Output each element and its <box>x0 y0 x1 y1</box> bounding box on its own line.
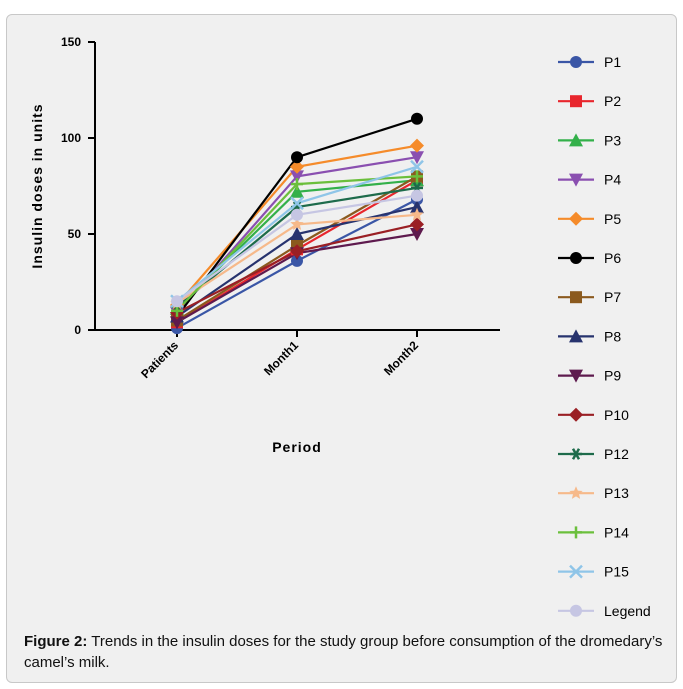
legend: P1 P2 P3 P4 P5 P6 P7 P8 P9 P10 P12 P13 P14 P15 Legend <box>558 54 651 619</box>
data-point-p14 <box>291 178 303 191</box>
data-point-p1 <box>291 254 303 267</box>
legend-label: P14 <box>604 524 629 540</box>
legend-item-p3: P3 <box>558 132 621 148</box>
legend-marker <box>570 95 582 108</box>
data-point-p6 <box>411 112 423 125</box>
data-point-legend <box>291 208 303 221</box>
legend-label: P1 <box>604 54 621 70</box>
legend-item-p2: P2 <box>558 93 621 109</box>
data-point-legend <box>411 189 423 202</box>
legend-marker <box>570 604 582 617</box>
legend-marker <box>569 369 583 383</box>
legend-label: P15 <box>604 564 629 580</box>
legend-item-p1: P1 <box>558 54 621 70</box>
x-axis-title: Period <box>272 439 322 455</box>
legend-marker <box>569 329 583 343</box>
legend-label: P2 <box>604 93 621 109</box>
data-point-p8 <box>290 227 304 240</box>
legend-label: Legend <box>604 603 651 619</box>
legend-label: P9 <box>604 368 621 384</box>
data-point-legend <box>171 295 183 308</box>
legend-item-p15: P15 <box>558 564 629 580</box>
legend-marker <box>569 486 583 499</box>
legend-item-p13: P13 <box>558 485 629 501</box>
legend-marker <box>569 173 583 187</box>
data-point-p5 <box>290 159 304 174</box>
legend-marker <box>570 56 582 68</box>
legend-item-p4: P4 <box>558 172 621 188</box>
legend-label: P12 <box>604 446 629 462</box>
legend-item-legend: Legend <box>558 603 651 619</box>
caption-label: Figure 2: <box>24 633 88 650</box>
legend-marker <box>569 133 583 147</box>
data-point-p13 <box>290 217 304 231</box>
y-tick-label: 150 <box>61 35 81 49</box>
legend-label: P3 <box>604 132 621 148</box>
x-tick-label: Month2 <box>381 338 421 378</box>
legend-label: P10 <box>604 407 629 423</box>
series-markers <box>170 112 424 335</box>
data-point-p8 <box>410 200 424 214</box>
data-point-p3 <box>290 184 304 198</box>
data-point-p10 <box>410 217 424 232</box>
data-point-p9 <box>170 316 184 330</box>
legend-item-p7: P7 <box>558 289 621 305</box>
data-point-p5 <box>410 138 424 153</box>
y-tick-label: 100 <box>61 131 81 145</box>
data-point-p13 <box>410 207 424 221</box>
x-tick-label: Patients <box>138 338 181 381</box>
figure-caption: Figure 2: Trends in the insulin doses fo… <box>24 631 664 673</box>
legend-marker <box>570 252 582 264</box>
data-point-p15 <box>290 196 304 211</box>
x-tick-label: Month1 <box>261 338 301 378</box>
data-point-p6 <box>291 151 303 164</box>
legend-item-p6: P6 <box>558 250 621 266</box>
legend-marker <box>570 448 582 460</box>
data-point-p9 <box>410 228 424 241</box>
legend-marker <box>569 564 583 579</box>
legend-label: P8 <box>604 328 621 344</box>
legend-item-p10: P10 <box>558 407 629 423</box>
legend-label: P7 <box>604 289 621 305</box>
y-axis-title: Insulin doses in units <box>29 103 45 268</box>
legend-label: P5 <box>604 211 621 227</box>
legend-marker <box>569 211 583 226</box>
data-point-p15 <box>410 159 424 174</box>
data-point-p4 <box>290 170 304 184</box>
legend-item-p5: P5 <box>558 211 621 227</box>
legend-marker <box>570 526 582 539</box>
y-tick-label: 50 <box>68 227 82 241</box>
legend-marker <box>570 291 582 304</box>
data-point-p4 <box>410 151 424 165</box>
legend-item-p8: P8 <box>558 328 621 344</box>
caption-text: Trends in the insulin doses for the stud… <box>24 633 663 671</box>
data-point-p14 <box>411 170 423 183</box>
legend-marker <box>569 407 583 422</box>
y-tick-label: 0 <box>74 323 81 337</box>
legend-label: P4 <box>604 172 621 188</box>
legend-item-p14: P14 <box>558 524 629 540</box>
legend-label: P6 <box>604 250 621 266</box>
legend-item-p9: P9 <box>558 368 621 384</box>
data-point-p10 <box>290 244 304 259</box>
line-chart: 0 50 100 150 Patients Month1 Month2 Period Insul… <box>29 35 651 619</box>
legend-item-p12: P12 <box>558 446 629 462</box>
legend-label: P13 <box>604 485 629 501</box>
